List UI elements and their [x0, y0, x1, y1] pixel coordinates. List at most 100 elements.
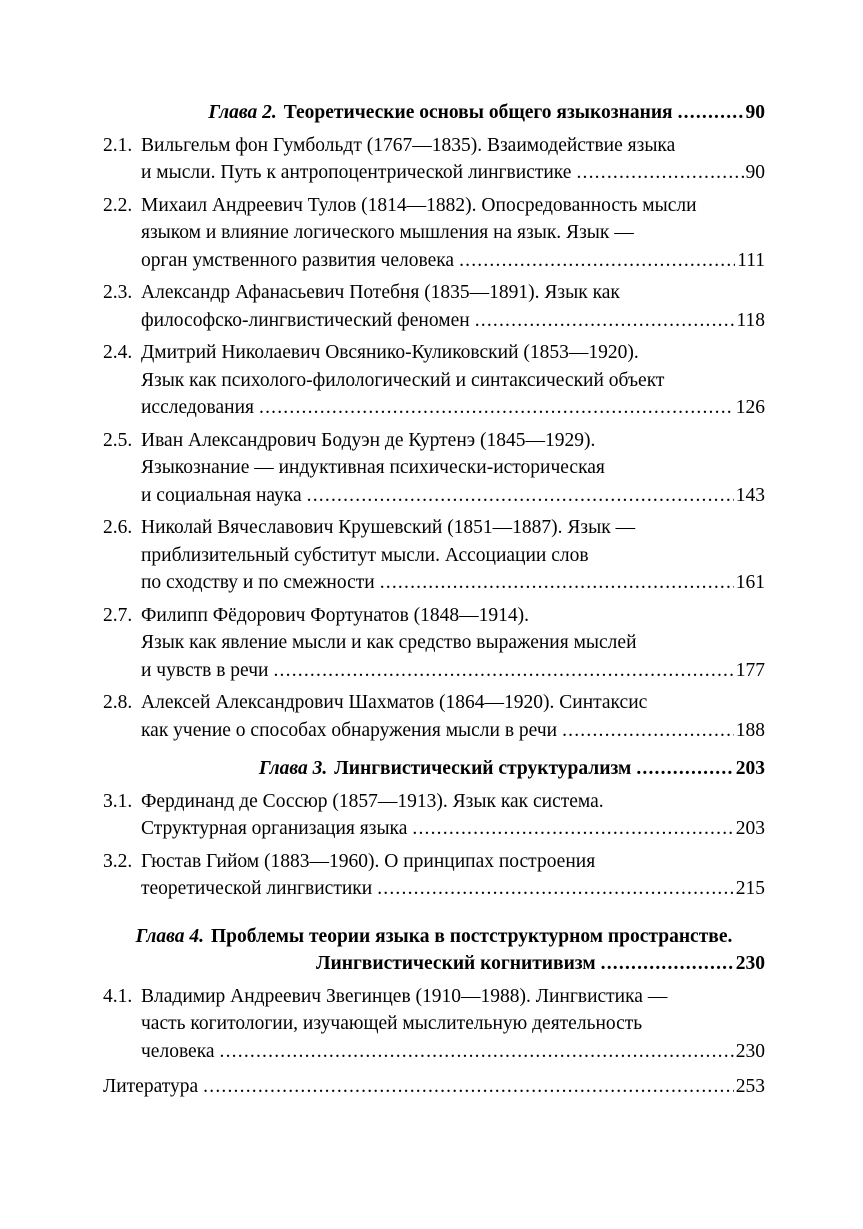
entry-text: Фердинанд де Соссюр (1857—1913). Язык ка…: [141, 790, 604, 812]
toc-entry: 2.3. Александр Афанасьевич Потебня (1835…: [103, 279, 765, 334]
entry-line: философско-лингвистический феномен 118: [103, 307, 765, 335]
entry-line: 2.3. Александр Афанасьевич Потебня (1835…: [103, 279, 765, 307]
entry-text: Филипп Фёдорович Фортунатов (1848—1914).: [141, 604, 530, 626]
entry-text: Язык как психолого-филологический и синт…: [141, 369, 665, 391]
entry-line: теоретической лингвистики 215: [103, 875, 765, 903]
entry-line: 3.1. Фердинанд де Соссюр (1857—1913). Яз…: [103, 788, 765, 816]
entry-line: как учение о способах обнаружения мысли …: [103, 717, 765, 745]
entry-text: Владимир Андреевич Звегинцев (1910—1988)…: [141, 985, 668, 1007]
page-number: 188: [735, 719, 765, 741]
heading-spacer: [103, 99, 208, 127]
page-number: 253: [735, 1076, 765, 1097]
entry-text: Языкознание — индуктивная психически-ист…: [141, 457, 605, 478]
dot-leader: [454, 247, 735, 275]
page-number: 90: [745, 102, 766, 123]
entry-text: Иван Александрович Бодуэн де Куртенэ (18…: [141, 429, 596, 451]
literature-entry: Литература 253: [103, 1073, 765, 1101]
toc-entry: 4.1. Владимир Андреевич Звегинцев (1910—…: [103, 983, 765, 1066]
entry-text: орган умственного развития человека: [141, 249, 455, 271]
dot-leader: [596, 950, 734, 978]
chapter-title: Лингвистический структурализм: [334, 758, 632, 779]
entry-text: Язык как явление мысли и как средство вы…: [141, 632, 637, 653]
entry-line: Языкознание — индуктивная психически-ист…: [103, 454, 765, 482]
entry-text: человека: [141, 1040, 215, 1062]
page-number: 230: [735, 953, 765, 974]
literature-label: Литература: [103, 1076, 199, 1097]
entry-line: Структурная организация языка 203: [103, 815, 765, 843]
dot-leader: [198, 1073, 734, 1101]
toc-entry: 3.1. Фердинанд де Соссюр (1857—1913). Яз…: [103, 788, 765, 843]
table-of-contents: Глава 2. Теоретические основы общего язы…: [103, 99, 765, 1101]
dot-leader: [268, 657, 733, 685]
dot-leader: [673, 99, 744, 127]
entry-text: языком и влияние логического мышления на…: [141, 222, 634, 243]
entry-text: Дмитрий Николаевич Овсянико-Куликовский …: [141, 342, 639, 363]
toc-entry: 3.2. Гюстав Гийом (1883—1960). О принцип…: [103, 848, 765, 903]
page-number: 90: [745, 162, 766, 183]
entry-text: теоретической лингвистики: [141, 878, 373, 899]
entry-text: Михаил Андреевич Тулов (1814—1882). Опос…: [141, 194, 697, 216]
dot-leader: [631, 755, 733, 783]
entry-number: 3.2.: [103, 850, 133, 872]
page-number: 126: [735, 397, 765, 418]
entry-text: Николай Вячеславович Крушевский (1851—18…: [141, 517, 636, 538]
toc-entry: 2.1. Вильгельм фон Гумбольдт (1767—1835)…: [103, 132, 765, 187]
entry-line: 2.8. Алексей Александрович Шахматов (186…: [103, 689, 765, 717]
entry-line: и чувств в речи 177: [103, 657, 765, 685]
chapter-heading: Глава 3. Лингвистический структурализм 2…: [103, 755, 765, 783]
chapter-heading: Глава 2. Теоретические основы общего язы…: [103, 99, 765, 127]
entry-line: человека 230: [103, 1038, 765, 1066]
page-number: 143: [735, 484, 765, 506]
entry-text: Структурная организация языка: [141, 818, 408, 839]
entry-text: Вильгельм фон Гумбольдт (1767—1835). Вза…: [141, 134, 676, 156]
entry-text: по сходству и по смежности: [141, 572, 375, 593]
entry-text: Алексей Александрович Шахматов (1864—192…: [141, 692, 648, 713]
dot-leader: [470, 307, 735, 335]
entry-line: орган умственного развития человека 111: [103, 247, 765, 275]
entry-line: 2.7. Филипп Фёдорович Фортунатов (1848—1…: [103, 602, 765, 630]
entry-line: по сходству и по смежности 161: [103, 569, 765, 597]
entry-number: 2.2.: [103, 194, 133, 216]
entry-number: 4.1.: [103, 985, 133, 1007]
entry-line: 2.6. Николай Вячеславович Крушевский (18…: [103, 514, 765, 542]
heading-spacer: [103, 755, 259, 783]
chapter-heading-line1: Глава 4. Проблемы теории языка в постстру…: [103, 923, 765, 951]
chapter-label: Глава 3.: [258, 758, 328, 779]
entry-line: Язык как явление мысли и как средство вы…: [103, 629, 765, 657]
toc-entry: 2.2. Михаил Андреевич Тулов (1814—1882).…: [103, 192, 765, 275]
entry-text: часть когитологии, изучающей мыслительну…: [141, 1013, 643, 1034]
dot-leader: [254, 394, 734, 422]
entry-number: 3.1.: [103, 790, 133, 812]
toc-entry: 2.4. Дмитрий Николаевич Овсянико-Куликов…: [103, 339, 765, 422]
dot-leader: [571, 159, 743, 187]
entry-line: 4.1. Владимир Андреевич Звегинцев (1910—…: [103, 983, 765, 1011]
toc-entry: 2.5. Иван Александрович Бодуэн де Куртен…: [103, 427, 765, 510]
toc-entry: 2.6. Николай Вячеславович Крушевский (18…: [103, 514, 765, 597]
toc-entry: 2.8. Алексей Александрович Шахматов (186…: [103, 689, 765, 744]
entry-text: Гюстав Гийом (1883—1960). О принципах по…: [141, 850, 596, 872]
page-number: 177: [735, 659, 765, 681]
entry-line: часть когитологии, изучающей мыслительну…: [103, 1010, 765, 1038]
entry-number: 2.5.: [103, 429, 133, 451]
page-number: 161: [735, 572, 765, 593]
entry-text: исследования: [141, 397, 254, 418]
entry-line: приблизительный субститут мысли. Ассоциа…: [103, 542, 765, 570]
chapter-subtitle: Лингвистический когнитивизм: [315, 953, 596, 974]
entry-number: 2.1.: [103, 134, 133, 156]
entry-line: языком и влияние логического мышления на…: [103, 219, 765, 247]
chapter-heading-line2: Лингвистический когнитивизм 230: [103, 950, 765, 978]
entry-text: философско-лингвистический феномен: [141, 309, 470, 331]
entry-number: 2.4.: [103, 342, 133, 363]
page-number: 111: [737, 249, 765, 271]
dot-leader: [215, 1038, 734, 1066]
page-number: 203: [735, 758, 765, 779]
dot-leader: [407, 815, 733, 843]
entry-text: и социальная наука: [141, 484, 302, 506]
entry-line: 2.5. Иван Александрович Бодуэн де Куртен…: [103, 427, 765, 455]
entry-line: и социальная наука 143: [103, 482, 765, 510]
page-number: 230: [735, 1040, 765, 1062]
page-number: 215: [735, 878, 765, 899]
toc-entry: 2.7. Филипп Фёдорович Фортунатов (1848—1…: [103, 602, 765, 685]
entry-line: 3.2. Гюстав Гийом (1883—1960). О принцип…: [103, 848, 765, 876]
chapter-title: Проблемы теории языка в постструктурном …: [210, 925, 733, 947]
